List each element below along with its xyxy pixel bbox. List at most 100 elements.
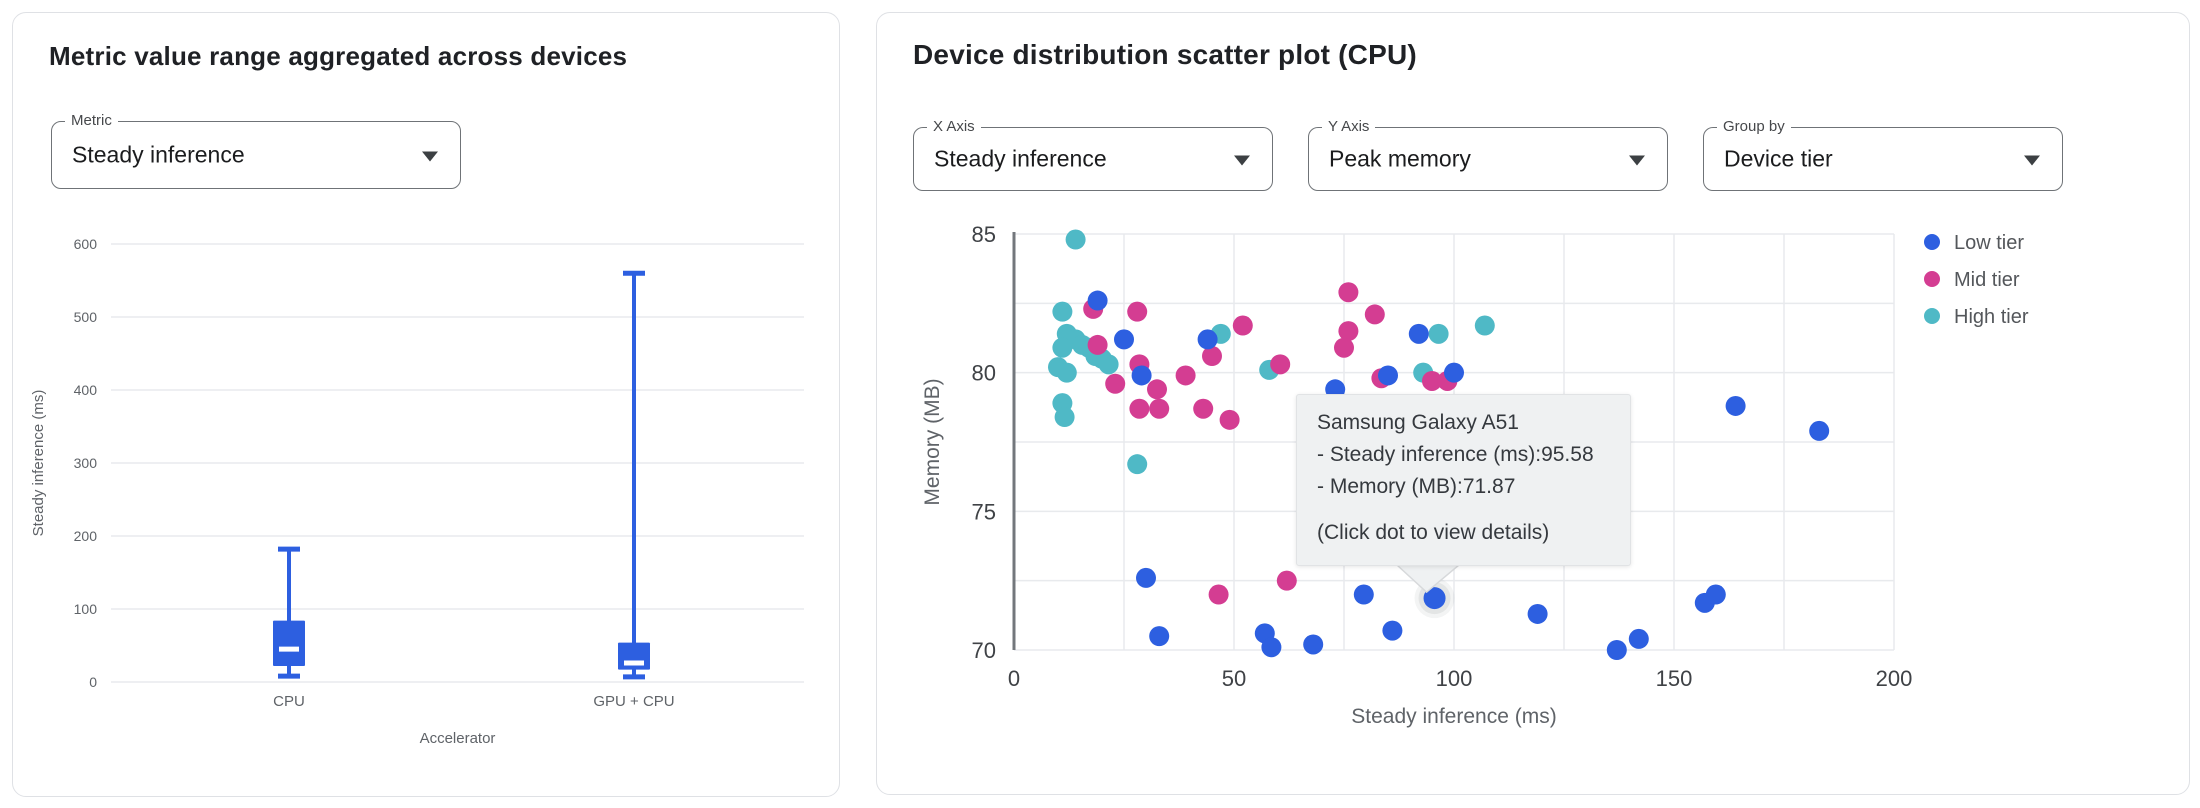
x-tick-label: 150	[1656, 666, 1693, 691]
scatter-point-High tier[interactable]	[1054, 407, 1075, 428]
x-axis-title: Accelerator	[420, 730, 496, 747]
scatter-point-Mid tier[interactable]	[1338, 321, 1359, 342]
highlighted-scatter-point[interactable]	[1423, 587, 1446, 610]
scatter-point-Mid tier[interactable]	[1127, 301, 1148, 322]
legend-label: Mid tier	[1954, 269, 2020, 291]
box-GPU + CPU[interactable]	[618, 642, 650, 670]
scatter-point-Low tier[interactable]	[1378, 365, 1398, 386]
boxplot-chart[interactable]: 0 100 200 300 400 500 600 CPU GPU + CPU Accelerat…	[13, 13, 841, 798]
y-tick-label: 0	[89, 674, 97, 690]
scatter-point-Low tier[interactable]	[1114, 329, 1134, 350]
legend-label: High tier	[1954, 306, 2029, 328]
scatter-point-Mid tier[interactable]	[1193, 398, 1214, 419]
metric-select[interactable]: Metric Steady inference	[51, 111, 461, 189]
boxplot-card-title: Metric value range aggregated across dev…	[49, 41, 628, 71]
scatter-point-Low tier[interactable]	[1606, 640, 1627, 660]
scatter-point-Low tier[interactable]	[1136, 567, 1156, 588]
y-tick-label: 600	[74, 236, 98, 252]
scatter-point-High tier[interactable]	[1056, 362, 1077, 383]
y-tick-label: 500	[74, 309, 98, 325]
scatter-point-Mid tier[interactable]	[1276, 570, 1297, 591]
tooltip-metric-line: - Steady inference (ms):95.58	[1317, 443, 1594, 466]
x-axis-title: Steady inference (ms)	[1351, 705, 1556, 728]
x-axis-select-value: Steady inference	[934, 145, 1107, 172]
tooltip-hint: (Click dot to view details)	[1317, 521, 1550, 544]
chevron-down-icon	[1234, 155, 1250, 166]
scatter-point-Low tier[interactable]	[1527, 603, 1548, 624]
chevron-down-icon	[1629, 155, 1645, 166]
scatter-point-Low tier[interactable]	[1131, 365, 1152, 386]
legend-label: Low tier	[1954, 232, 2024, 254]
scatter-point-High tier[interactable]	[1052, 337, 1073, 358]
scatter-point-Mid tier[interactable]	[1338, 282, 1359, 303]
chevron-down-icon	[422, 151, 438, 162]
y-axis-select[interactable]: Y Axis Peak memory	[1308, 117, 1668, 191]
scatter-point-Mid tier[interactable]	[1087, 334, 1108, 355]
y-tick-label: 400	[74, 382, 98, 398]
legend-swatch-Mid tier	[1924, 271, 1940, 287]
box-CPU[interactable]	[273, 620, 305, 666]
scatter-point-High tier[interactable]	[1127, 454, 1148, 475]
legend-swatch-High tier	[1924, 308, 1940, 324]
scatter-point-Mid tier[interactable]	[1208, 584, 1229, 605]
group-by-select-label: Group by	[1717, 117, 1791, 137]
scatter-point-Low tier[interactable]	[1809, 420, 1830, 441]
scatter-point-Mid tier[interactable]	[1219, 409, 1240, 430]
scatter-point-Low tier[interactable]	[1444, 362, 1464, 383]
scatter-point-High tier[interactable]	[1474, 315, 1495, 336]
y-tick-label: 75	[972, 499, 996, 524]
legend-swatch-Low tier	[1924, 234, 1940, 250]
scatter-point-Mid tier[interactable]	[1422, 370, 1442, 391]
y-tick-label: 200	[74, 528, 98, 544]
scatter-point-Low tier[interactable]	[1197, 329, 1218, 350]
scatter-point-Mid tier[interactable]	[1202, 346, 1222, 367]
chevron-down-icon	[2024, 155, 2040, 166]
group-by-select-value: Device tier	[1724, 145, 1833, 172]
x-tick-label: 200	[1876, 666, 1913, 691]
scatter-point-Low tier[interactable]	[1087, 290, 1108, 311]
scatter-tooltip: Samsung Galaxy A51 - Steady inference (m…	[1296, 394, 1631, 566]
scatter-point-Low tier[interactable]	[1628, 628, 1649, 649]
y-tick-label: 100	[74, 601, 98, 617]
scatter-point-Low tier[interactable]	[1705, 584, 1726, 605]
scatter-point-Mid tier[interactable]	[1105, 373, 1126, 394]
x-category-label: GPU + CPU	[593, 693, 674, 710]
scatter-point-Mid tier[interactable]	[1364, 304, 1385, 325]
scatter-point-Low tier[interactable]	[1149, 626, 1170, 647]
scatter-point-High tier[interactable]	[1052, 301, 1073, 322]
scatter-point-Mid tier[interactable]	[1147, 379, 1167, 400]
scatter-point-Low tier[interactable]	[1725, 395, 1746, 416]
scatter-card-title: Device distribution scatter plot (CPU)	[913, 39, 1417, 70]
scatter-point-Mid tier[interactable]	[1175, 365, 1196, 386]
scatter-chart[interactable]: 70 75 80 85 0 50 100 150 200 Steady inference (ms…	[877, 13, 2191, 796]
scatter-point-High tier[interactable]	[1098, 354, 1119, 375]
scatter-point-Low tier[interactable]	[1261, 637, 1282, 658]
scatter-point-Low tier[interactable]	[1382, 620, 1403, 641]
y-axis-title: Memory (MB)	[921, 378, 944, 505]
y-axis-select-label: Y Axis	[1322, 117, 1376, 137]
scatter-point-High tier[interactable]	[1428, 323, 1449, 344]
scatter-point-Mid tier[interactable]	[1149, 398, 1170, 419]
x-tick-label: 100	[1436, 666, 1473, 691]
scatter-point-Low tier[interactable]	[1353, 584, 1374, 605]
x-tick-label: 0	[1008, 666, 1020, 691]
y-tick-label: 70	[972, 638, 996, 663]
tooltip-memory-line: - Memory (MB):71.87	[1317, 475, 1516, 498]
y-tick-label: 80	[972, 361, 996, 386]
x-axis-select-label: X Axis	[927, 117, 981, 137]
scatter-point-Mid tier[interactable]	[1334, 337, 1354, 358]
group-by-select[interactable]: Group by Device tier	[1703, 117, 2063, 191]
boxplot-card: Metric value range aggregated across dev…	[12, 12, 840, 797]
x-axis-select[interactable]: X Axis Steady inference	[913, 117, 1273, 191]
scatter-point-Low tier[interactable]	[1408, 323, 1429, 344]
scatter-point-Mid tier[interactable]	[1232, 315, 1253, 336]
y-tick-label: 300	[74, 455, 98, 471]
scatter-point-Mid tier[interactable]	[1129, 398, 1150, 419]
scatter-card: Device distribution scatter plot (CPU) X…	[876, 12, 2190, 795]
scatter-point-Low tier[interactable]	[1303, 634, 1324, 655]
metric-select-value: Steady inference	[72, 141, 245, 168]
scatter-point-Mid tier[interactable]	[1270, 354, 1291, 375]
scatter-point-High tier[interactable]	[1065, 229, 1086, 250]
x-category-label: CPU	[273, 693, 305, 710]
